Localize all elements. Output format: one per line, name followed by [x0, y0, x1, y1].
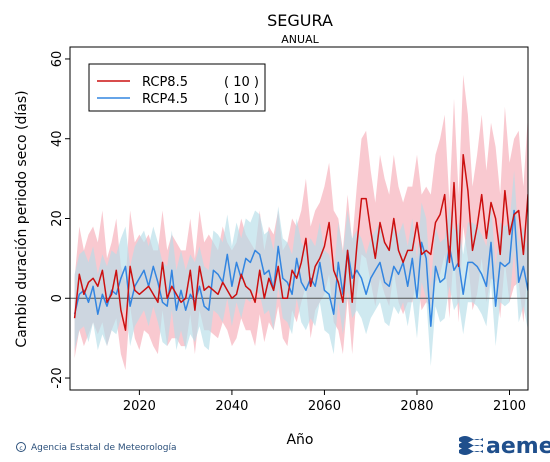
x-tick-label: 2060 [308, 399, 341, 414]
series-line-rcp45 [73, 209, 528, 327]
x-tick-label: 2020 [123, 399, 156, 414]
aemet-wave-icon [459, 436, 483, 455]
legend-label-rcp45: RCP4.5 [142, 92, 188, 107]
uncertainty-bands [74, 74, 528, 371]
footer-credit: c Agencia Estatal de Meteorología [16, 442, 177, 453]
legend-count-rcp45: ( 10 ) [224, 92, 259, 107]
x-tick-label: 2080 [400, 399, 433, 414]
x-tick-label: 2040 [215, 399, 248, 414]
legend-count-rcp85: ( 10 ) [224, 75, 259, 90]
aemet-logo-text: aemet [486, 434, 550, 459]
y-tick-label: -20 [50, 367, 65, 388]
legend-label-rcp85: RCP8.5 [142, 75, 188, 90]
legend-box [88, 63, 266, 112]
aemet-logo: aemet [459, 434, 550, 459]
y-axis-label: Cambio duración periodo seco (días) [14, 90, 30, 347]
y-tick-label: 60 [50, 51, 65, 68]
series-lines [73, 153, 528, 331]
y-tick-label: 40 [50, 130, 65, 147]
band-rcp45 [74, 170, 528, 367]
x-axis-label: Año [286, 432, 313, 448]
x-tick-label: 2100 [493, 399, 526, 414]
copyright-icon [16, 442, 26, 452]
svg-text:c: c [19, 445, 22, 452]
chart-title: SEGURA [267, 11, 333, 30]
y-tick-label: 20 [50, 210, 65, 227]
legend: RCP8.5 ( 10 ) RCP4.5 ( 10 ) [88, 63, 266, 112]
series-line-rcp85 [73, 153, 528, 331]
plot-area [70, 74, 528, 371]
chart-subtitle: ANUAL [281, 33, 319, 46]
y-tick-label: 0 [50, 294, 65, 302]
y-axis-ticks: -20 0 20 40 60 [50, 51, 70, 389]
credit-text: Agencia Estatal de Meteorología [31, 443, 177, 453]
x-axis-ticks: 2020 2040 2060 2080 2100 [123, 390, 526, 414]
